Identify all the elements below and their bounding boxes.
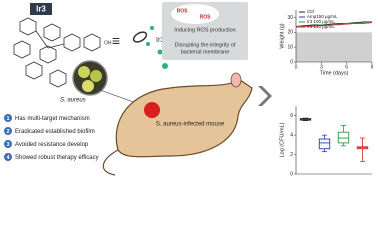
number-badge <box>4 153 12 161</box>
y-tick-label: 4 <box>290 132 293 138</box>
highlight-text: Showed robust therapy efficacy <box>15 155 99 161</box>
badge-number: 2 <box>6 129 9 135</box>
number-badge <box>4 114 12 122</box>
x-tick-label: 9 <box>371 64 374 70</box>
box-body <box>337 131 350 144</box>
y-tick-label: 6 <box>290 113 293 119</box>
badge-number: 1 <box>6 116 9 122</box>
shaded-region <box>296 32 372 62</box>
series-line <box>295 22 373 28</box>
box-body <box>318 138 331 150</box>
x-tick-label: 0 <box>295 64 298 70</box>
agent-label: Ir3 <box>156 37 164 44</box>
y-axis-label: Weight (g) <box>279 23 285 48</box>
x-tick-label: 3 <box>320 64 323 70</box>
equiv-sign: ≡ <box>112 33 120 49</box>
graphical-abstract: Ir3 OH ≡ Ir3 ROS ROS Inducing ROS produc… <box>4 2 374 177</box>
x-axis-label: Time (days) <box>320 70 349 76</box>
highlight-text: Eradicated established biofilm <box>15 129 95 135</box>
legend-label: Ctrl <box>307 9 314 14</box>
ros-label: ROS <box>177 8 189 14</box>
series-line <box>295 21 372 27</box>
y-tick-label: 0 <box>290 171 293 177</box>
badge-number: 4 <box>6 155 10 161</box>
mouse-label: S. aureus-infected mouse <box>156 122 225 128</box>
badge-number: 3 <box>6 142 9 148</box>
ros-label: ROS <box>200 14 212 20</box>
legend-label: Ir3 100 μg/mL <box>307 19 335 24</box>
mechanism-text: Disrupting the integrity of <box>175 42 236 48</box>
ros-cloud <box>171 4 219 24</box>
molecule-group: OH <box>104 40 112 46</box>
mouse-illustration <box>102 72 253 176</box>
y-tick-label: 20 <box>287 30 293 36</box>
y-tick-label: 2 <box>290 152 293 158</box>
axes <box>295 10 372 63</box>
y-axis-label: Log (CFU/mL) <box>279 122 285 157</box>
y-tick-label: 0 <box>290 59 293 65</box>
y-tick-label: 10 <box>287 44 293 50</box>
legend-label: Ir3 150 μg/mL <box>307 24 335 29</box>
petri-dish <box>72 60 108 96</box>
y-tick-label: 30 <box>287 15 293 21</box>
mechanism-text: Inducing ROS production <box>174 27 235 33</box>
highlight-text: Has multi-target mechanism <box>15 116 90 122</box>
molecule <box>13 17 101 88</box>
number-badge <box>4 127 12 135</box>
axes <box>295 106 372 175</box>
number-badge <box>4 140 12 148</box>
legend-label: Amp150 μg/mL <box>307 14 338 19</box>
highlight-text: Avoided resistance develop <box>15 142 89 148</box>
mechanism-text: bacterial membrane <box>181 49 230 55</box>
x-tick-label: 6 <box>345 64 348 70</box>
arrow <box>258 86 272 106</box>
molecule-label: Ir3 <box>36 5 46 14</box>
bacterium-icon <box>132 26 168 69</box>
molecule-label-box <box>30 3 52 15</box>
bacteria-label: S. aureus <box>60 98 86 104</box>
